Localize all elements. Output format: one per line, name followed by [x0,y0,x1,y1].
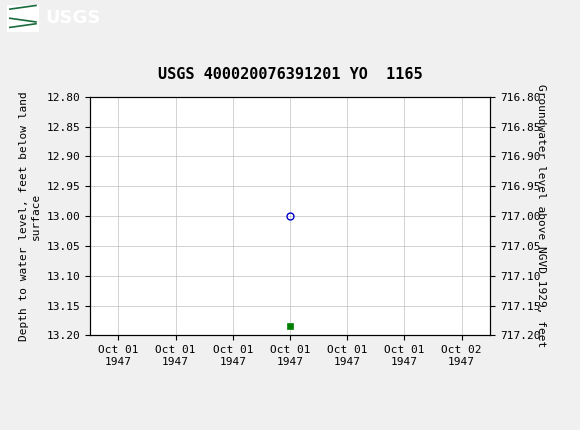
Text: USGS: USGS [46,9,101,27]
Y-axis label: Depth to water level, feet below land
surface: Depth to water level, feet below land su… [19,91,41,341]
Bar [7,5,39,32]
Text: USGS 400020076391201 YO  1165: USGS 400020076391201 YO 1165 [158,67,422,82]
Y-axis label: Groundwater level above NGVD 1929, feet: Groundwater level above NGVD 1929, feet [536,84,546,348]
